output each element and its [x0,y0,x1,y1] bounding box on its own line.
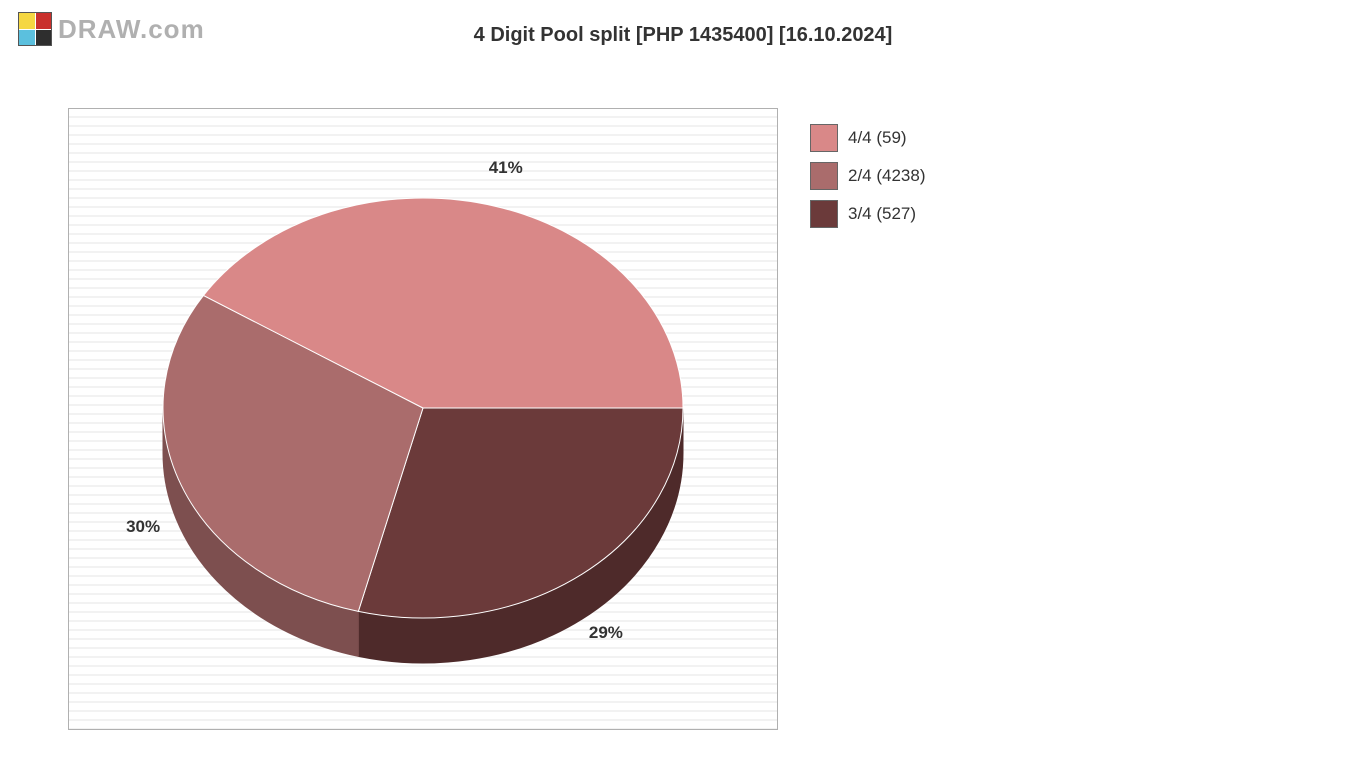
legend-item: 2/4 (4238) [810,162,926,190]
chart-legend: 4/4 (59) 2/4 (4238) 3/4 (527) [810,124,926,238]
legend-label: 4/4 (59) [848,128,907,148]
chart-title: 4 Digit Pool split [PHP 1435400] [16.10.… [0,24,1366,47]
legend-label: 2/4 (4238) [848,166,926,186]
legend-color-box [810,162,838,190]
legend-item: 3/4 (527) [810,200,926,228]
legend-item: 4/4 (59) [810,124,926,152]
legend-color-box [810,124,838,152]
legend-color-box [810,200,838,228]
legend-label: 3/4 (527) [848,204,916,224]
chart-plot-area [68,108,778,730]
